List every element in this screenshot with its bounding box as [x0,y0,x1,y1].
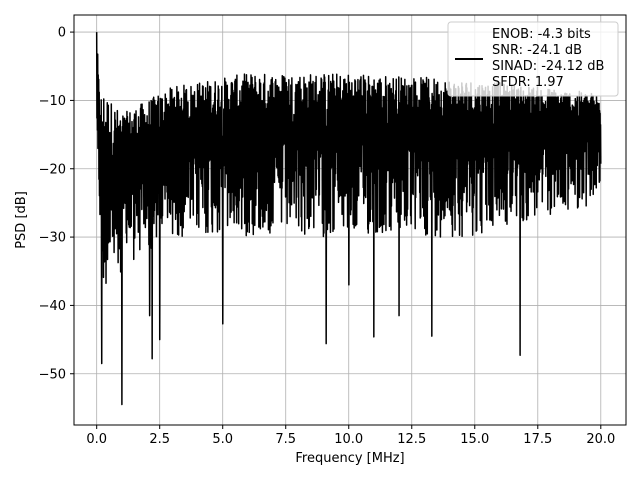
y-tick-label: −50 [39,367,66,382]
axes-frame [73,14,627,426]
y-axis-ticks: 0 −10 −20 −30 −40 −50 [39,26,74,382]
x-tick-label: 20.0 [586,432,615,447]
legend-box [447,21,619,97]
y-tick-label: −10 [39,94,66,109]
x-tick-label: 15.0 [460,432,489,447]
y-tick-label: 0 [58,26,66,41]
x-tick-label: 17.5 [523,432,552,447]
legend-entry-enob: ENOB: -4.3 bits [492,27,591,42]
x-axis-ticks: 0.0 2.5 5.0 7.5 10.0 12.5 15.0 17.5 20.0 [86,425,615,447]
legend-entry-sfdr: SFDR: 1.97 [492,75,564,90]
legend: ENOB: -4.3 bits SNR: -24.1 dB SINAD: -24… [447,21,619,97]
x-axis-label: Frequency [MHz] [295,451,404,466]
x-tick-label: 12.5 [397,432,426,447]
y-tick-label: −20 [39,162,66,177]
y-tick-label: −30 [39,231,66,246]
y-tick-label: −40 [39,299,66,314]
legend-entry-snr: SNR: -24.1 dB [492,43,582,58]
y-axis-label: PSD [dB] [14,191,29,249]
x-tick-label: 10.0 [334,432,363,447]
x-tick-label: 5.0 [212,432,233,447]
x-tick-label: 7.5 [275,432,296,447]
x-tick-label: 2.5 [149,432,170,447]
legend-entry-sinad: SINAD: -24.12 dB [492,59,604,74]
psd-series-line [95,32,602,406]
x-tick-label: 0.0 [86,432,107,447]
